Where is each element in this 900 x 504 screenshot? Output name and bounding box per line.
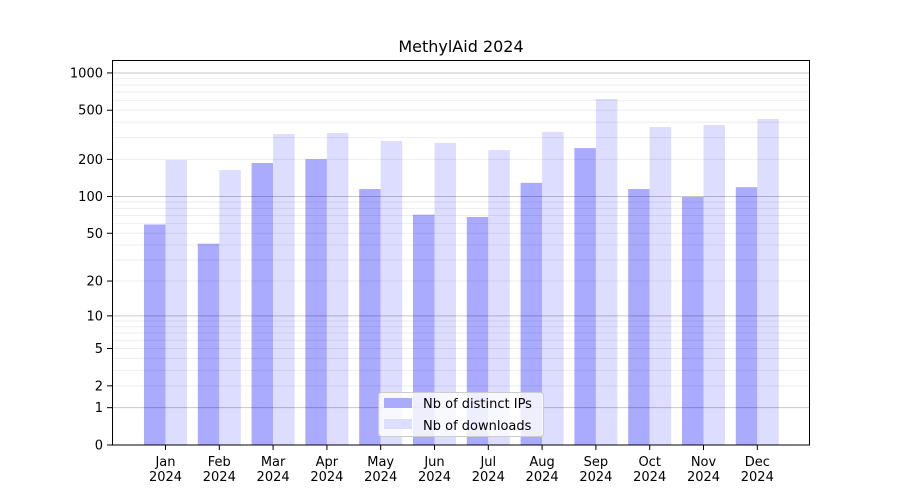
y-tick-label: 500 xyxy=(78,104,103,119)
x-tick-label: Oct xyxy=(638,455,660,470)
bar-ips xyxy=(359,189,381,445)
x-tick-label: Feb xyxy=(208,455,231,470)
x-tick-label: 2024 xyxy=(149,470,182,485)
bar-ips xyxy=(144,224,166,445)
x-tick-label: Dec xyxy=(745,455,770,470)
x-tick-label: Jul xyxy=(479,455,496,470)
x-tick-label: 2024 xyxy=(687,470,720,485)
x-tick-label: Apr xyxy=(316,455,339,470)
legend-label-downloads: Nb of downloads xyxy=(423,419,532,434)
x-tick-label: 2024 xyxy=(364,470,397,485)
legend-swatch-downloads xyxy=(384,419,412,429)
bar-downloads xyxy=(219,170,241,446)
bar-ips xyxy=(682,197,704,445)
y-tick-label: 100 xyxy=(78,190,103,205)
bar-downloads xyxy=(434,142,456,445)
x-tick-label: 2024 xyxy=(741,470,774,485)
bar-downloads xyxy=(703,124,725,445)
y-tick-label: 2 xyxy=(95,379,103,394)
bar-downloads xyxy=(488,150,510,445)
bar-downloads xyxy=(380,140,403,445)
x-tick-label: Mar xyxy=(261,455,286,470)
bar-ips xyxy=(735,187,758,445)
bar-downloads xyxy=(649,126,672,445)
x-tick-label: Nov xyxy=(691,455,717,470)
x-tick-label: 2024 xyxy=(633,470,666,485)
bar-downloads xyxy=(595,99,618,445)
x-tick-label: May xyxy=(367,455,394,470)
bar-ips xyxy=(574,148,596,445)
y-tick-label: 10 xyxy=(86,309,103,324)
bar-downloads xyxy=(273,134,295,445)
x-tick-label: Sep xyxy=(584,455,609,470)
legend-label-ips: Nb of distinct IPs xyxy=(423,397,532,412)
x-tick-label: 2024 xyxy=(257,470,290,485)
bar-ips xyxy=(466,216,489,445)
bar-downloads xyxy=(326,133,349,445)
y-tick-label: 200 xyxy=(78,153,103,168)
y-tick-label: 1000 xyxy=(70,66,103,81)
legend: Nb of distinct IPs Nb of downloads xyxy=(378,392,544,437)
x-tick-label: Jan xyxy=(154,455,175,470)
x-tick-label: Aug xyxy=(529,455,554,470)
y-tick-label: 0 xyxy=(95,439,103,454)
bar-downloads xyxy=(542,131,564,445)
bar-ips xyxy=(520,182,543,445)
x-tick-label: 2024 xyxy=(472,470,505,485)
x-tick-label: 2024 xyxy=(418,470,451,485)
y-tick-label: 20 xyxy=(86,275,103,290)
y-tick-label: 5 xyxy=(95,342,103,357)
chart-title: MethylAid 2024 xyxy=(398,37,523,56)
x-tick-label: 2024 xyxy=(579,470,612,485)
bar-ips xyxy=(197,243,220,445)
bar-downloads xyxy=(757,118,779,445)
legend-swatch-ips xyxy=(384,398,412,408)
bar-ips xyxy=(628,189,650,445)
plot-frame xyxy=(112,60,810,446)
x-tick-label: Jun xyxy=(423,455,444,470)
y-tick-label: 50 xyxy=(86,227,103,242)
x-tick-label: 2024 xyxy=(203,470,236,485)
bar-ips xyxy=(413,214,435,445)
bar-ips xyxy=(305,159,327,446)
y-tick-label: 1 xyxy=(95,401,103,416)
x-tick-label: 2024 xyxy=(526,470,559,485)
x-tick-label: 2024 xyxy=(310,470,343,485)
bar-ips xyxy=(251,163,274,445)
bar-downloads xyxy=(165,159,187,446)
